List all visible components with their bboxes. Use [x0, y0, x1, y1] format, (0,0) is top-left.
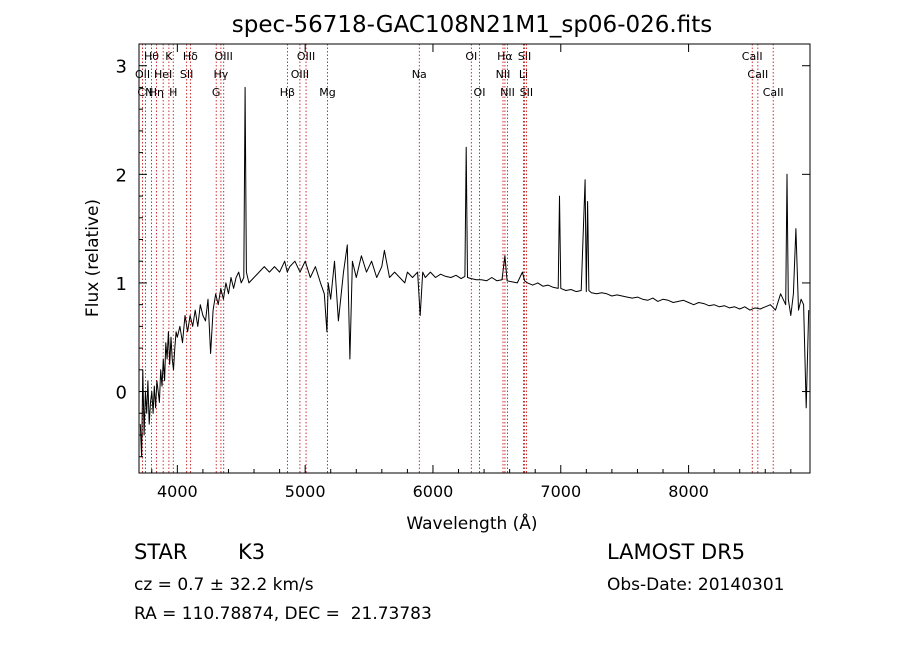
line-label-15: Mg — [319, 86, 335, 99]
line-label-5: K — [165, 50, 173, 63]
line-label-27: CaII — [763, 86, 784, 99]
x-tick-label-2: 6000 — [413, 482, 454, 501]
x-tick-label-4: 8000 — [668, 482, 709, 501]
line-label-21: NII — [500, 86, 515, 99]
line-label-8: Hδ — [183, 50, 198, 63]
line-label-10: Hγ — [214, 68, 229, 81]
line-label-25: CaII — [742, 50, 763, 63]
line-label-13: OIII — [291, 68, 309, 81]
line-label-1: CN — [137, 86, 153, 99]
x-tick-label-3: 7000 — [540, 482, 581, 501]
line-label-0: OII — [135, 68, 150, 81]
observation-date: Obs-Date: 20140301 — [607, 575, 785, 595]
plot-frame — [138, 43, 811, 474]
line-label-4: HeI — [154, 68, 172, 81]
line-label-20: Hα — [497, 50, 513, 63]
x-tick-label-0: 4000 — [157, 482, 198, 501]
spectrum-layer — [139, 86, 810, 458]
line-label-22: Li — [519, 68, 528, 81]
line-label-2: Hθ — [144, 50, 159, 63]
object-class: K3 — [238, 540, 266, 564]
line-label-11: OIII — [215, 50, 233, 63]
line-label-14: OIII — [297, 50, 315, 63]
object-type: STAR — [134, 540, 188, 564]
line-label-6: H — [169, 86, 177, 99]
y-axis-label: Flux (relative) — [83, 199, 103, 317]
survey-name: LAMOST DR5 — [607, 540, 746, 564]
line-label-23: SII — [518, 50, 531, 63]
line-label-16: Na — [412, 68, 427, 81]
axis-layer: 4000 5000 6000 7000 8000 0 1 2 3 — [116, 44, 810, 501]
x-axis-label: Wavelength (Å) — [406, 512, 537, 534]
redshift-velocity: cz = 0.7 ± 32.2 km/s — [134, 575, 314, 595]
line-label-19: NII — [496, 68, 511, 81]
ra-dec-coordinates: RA = 110.78874, DEC = 21.73783 — [134, 604, 432, 624]
line-marker-layer: OIICNHθHηHeIKHSIIHδGHγOIIIHβOIIIOIIIMgNa… — [135, 44, 784, 473]
y-tick-label-0: 0 — [116, 383, 127, 404]
chart-title: spec-56718-GAC108N21M1_sp06-026.fits — [232, 12, 712, 38]
x-tick-label-1: 5000 — [285, 482, 326, 501]
line-label-17: OI — [465, 50, 477, 63]
line-label-7: SII — [180, 68, 193, 81]
y-tick-label-1: 1 — [116, 274, 127, 295]
line-label-18: OI — [474, 86, 486, 99]
line-label-26: CaII — [747, 68, 768, 81]
line-label-24: SII — [520, 86, 533, 99]
spectrum-line — [139, 86, 810, 458]
line-label-3: Hη — [149, 86, 164, 99]
y-tick-label-3: 3 — [116, 57, 127, 78]
y-tick-label-2: 2 — [116, 165, 127, 186]
line-label-12: Hβ — [280, 86, 295, 99]
line-label-9: G — [212, 86, 221, 99]
